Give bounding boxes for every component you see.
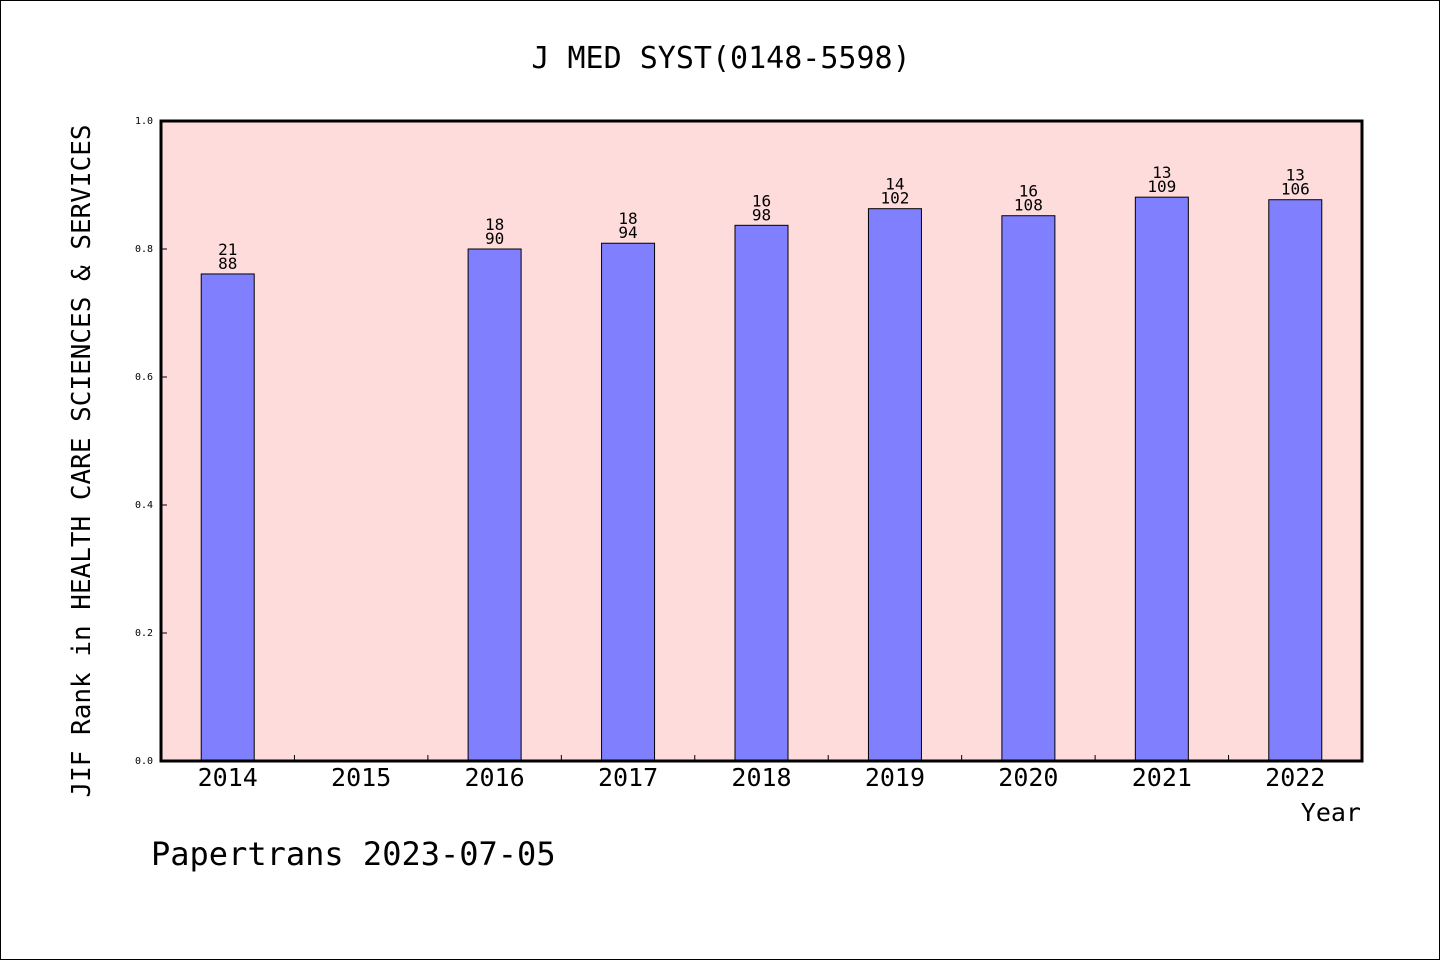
- y-tick-label: 0.2: [135, 628, 153, 639]
- data-label-bottom-2016: 90: [485, 229, 504, 248]
- x-tick-label-2015: 2015: [331, 763, 391, 792]
- bar-2021: [1134, 196, 1189, 762]
- x-tick-label-2021: 2021: [1132, 763, 1192, 792]
- data-label-bottom-2019: 102: [880, 189, 909, 208]
- bars-group: [200, 196, 1323, 762]
- data-label-bottom-2021: 109: [1147, 177, 1176, 196]
- data-label-bottom-2022: 106: [1281, 180, 1310, 199]
- bar-2019: [867, 208, 922, 762]
- x-axis-label: Year: [1301, 798, 1361, 827]
- data-label-bottom-2018: 98: [752, 205, 771, 224]
- footer-stamp: Papertrans 2023-07-05: [151, 835, 556, 873]
- bar-2022: [1268, 199, 1323, 762]
- y-tick-label: 0.4: [135, 500, 153, 511]
- data-label-top-2019: 14: [885, 175, 904, 194]
- data-label-bottom-2020: 108: [1014, 196, 1043, 215]
- bar-2014: [200, 273, 255, 762]
- x-tick-label-2018: 2018: [731, 763, 791, 792]
- x-tick-label-2017: 2017: [598, 763, 658, 792]
- y-tick-label: 1.0: [135, 116, 153, 127]
- bar-2016: [467, 248, 522, 762]
- data-label-top-2016: 18: [485, 215, 504, 234]
- data-label-top-2022: 13: [1286, 166, 1305, 185]
- x-tick-label-2020: 2020: [998, 763, 1058, 792]
- y-tick-label: 0.8: [135, 244, 153, 255]
- chart-title: J MED SYST(0148-5598): [531, 41, 910, 76]
- data-label-top-2021: 13: [1152, 163, 1171, 182]
- plot-border: [159, 119, 1364, 763]
- x-axis: 2014 2015 2016 2017 2018 2019 2020 2021 2022: [198, 755, 1325, 792]
- y-tick-label: 0.0: [135, 756, 153, 767]
- data-label-bottom-2014: 88: [218, 254, 237, 273]
- data-label-top-2017: 18: [618, 209, 637, 228]
- bar-2018: [734, 224, 789, 762]
- x-tick-label-2016: 2016: [465, 763, 525, 792]
- data-label-top-2014: 21: [218, 240, 237, 259]
- y-tick-label: 0.6: [135, 372, 153, 383]
- x-tick-label-2019: 2019: [865, 763, 925, 792]
- y-axis-label: JIF Rank in HEALTH CARE SCIENCES & SERVI…: [67, 124, 97, 797]
- data-label-top-2020: 16: [1019, 182, 1038, 201]
- data-label-bottom-2017: 94: [618, 223, 637, 242]
- bar-2017: [601, 242, 656, 762]
- x-tick-label-2022: 2022: [1265, 763, 1325, 792]
- data-label-top-2018: 16: [752, 191, 771, 210]
- bar-2020: [1001, 215, 1056, 762]
- x-tick-label-2014: 2014: [198, 763, 258, 792]
